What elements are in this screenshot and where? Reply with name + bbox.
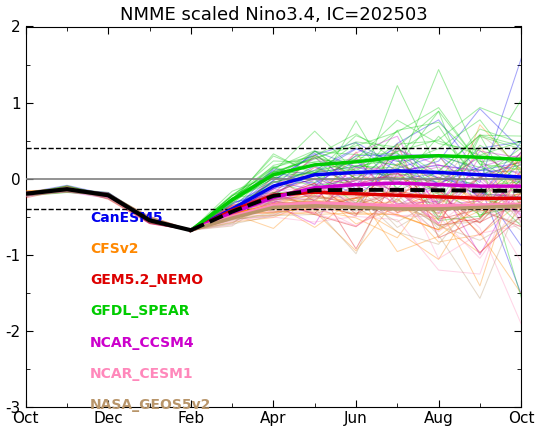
Text: NCAR_CESM1: NCAR_CESM1 <box>90 367 194 381</box>
Text: CanESM5: CanESM5 <box>90 211 163 225</box>
Text: NCAR_CCSM4: NCAR_CCSM4 <box>90 336 195 349</box>
Title: NMME scaled Nino3.4, IC=202503: NMME scaled Nino3.4, IC=202503 <box>119 6 427 24</box>
Text: GEM5.2_NEMO: GEM5.2_NEMO <box>90 273 203 287</box>
Text: NASA_GEOS5v2: NASA_GEOS5v2 <box>90 398 212 412</box>
Text: GFDL_SPEAR: GFDL_SPEAR <box>90 304 190 318</box>
Text: CFSv2: CFSv2 <box>90 242 139 256</box>
